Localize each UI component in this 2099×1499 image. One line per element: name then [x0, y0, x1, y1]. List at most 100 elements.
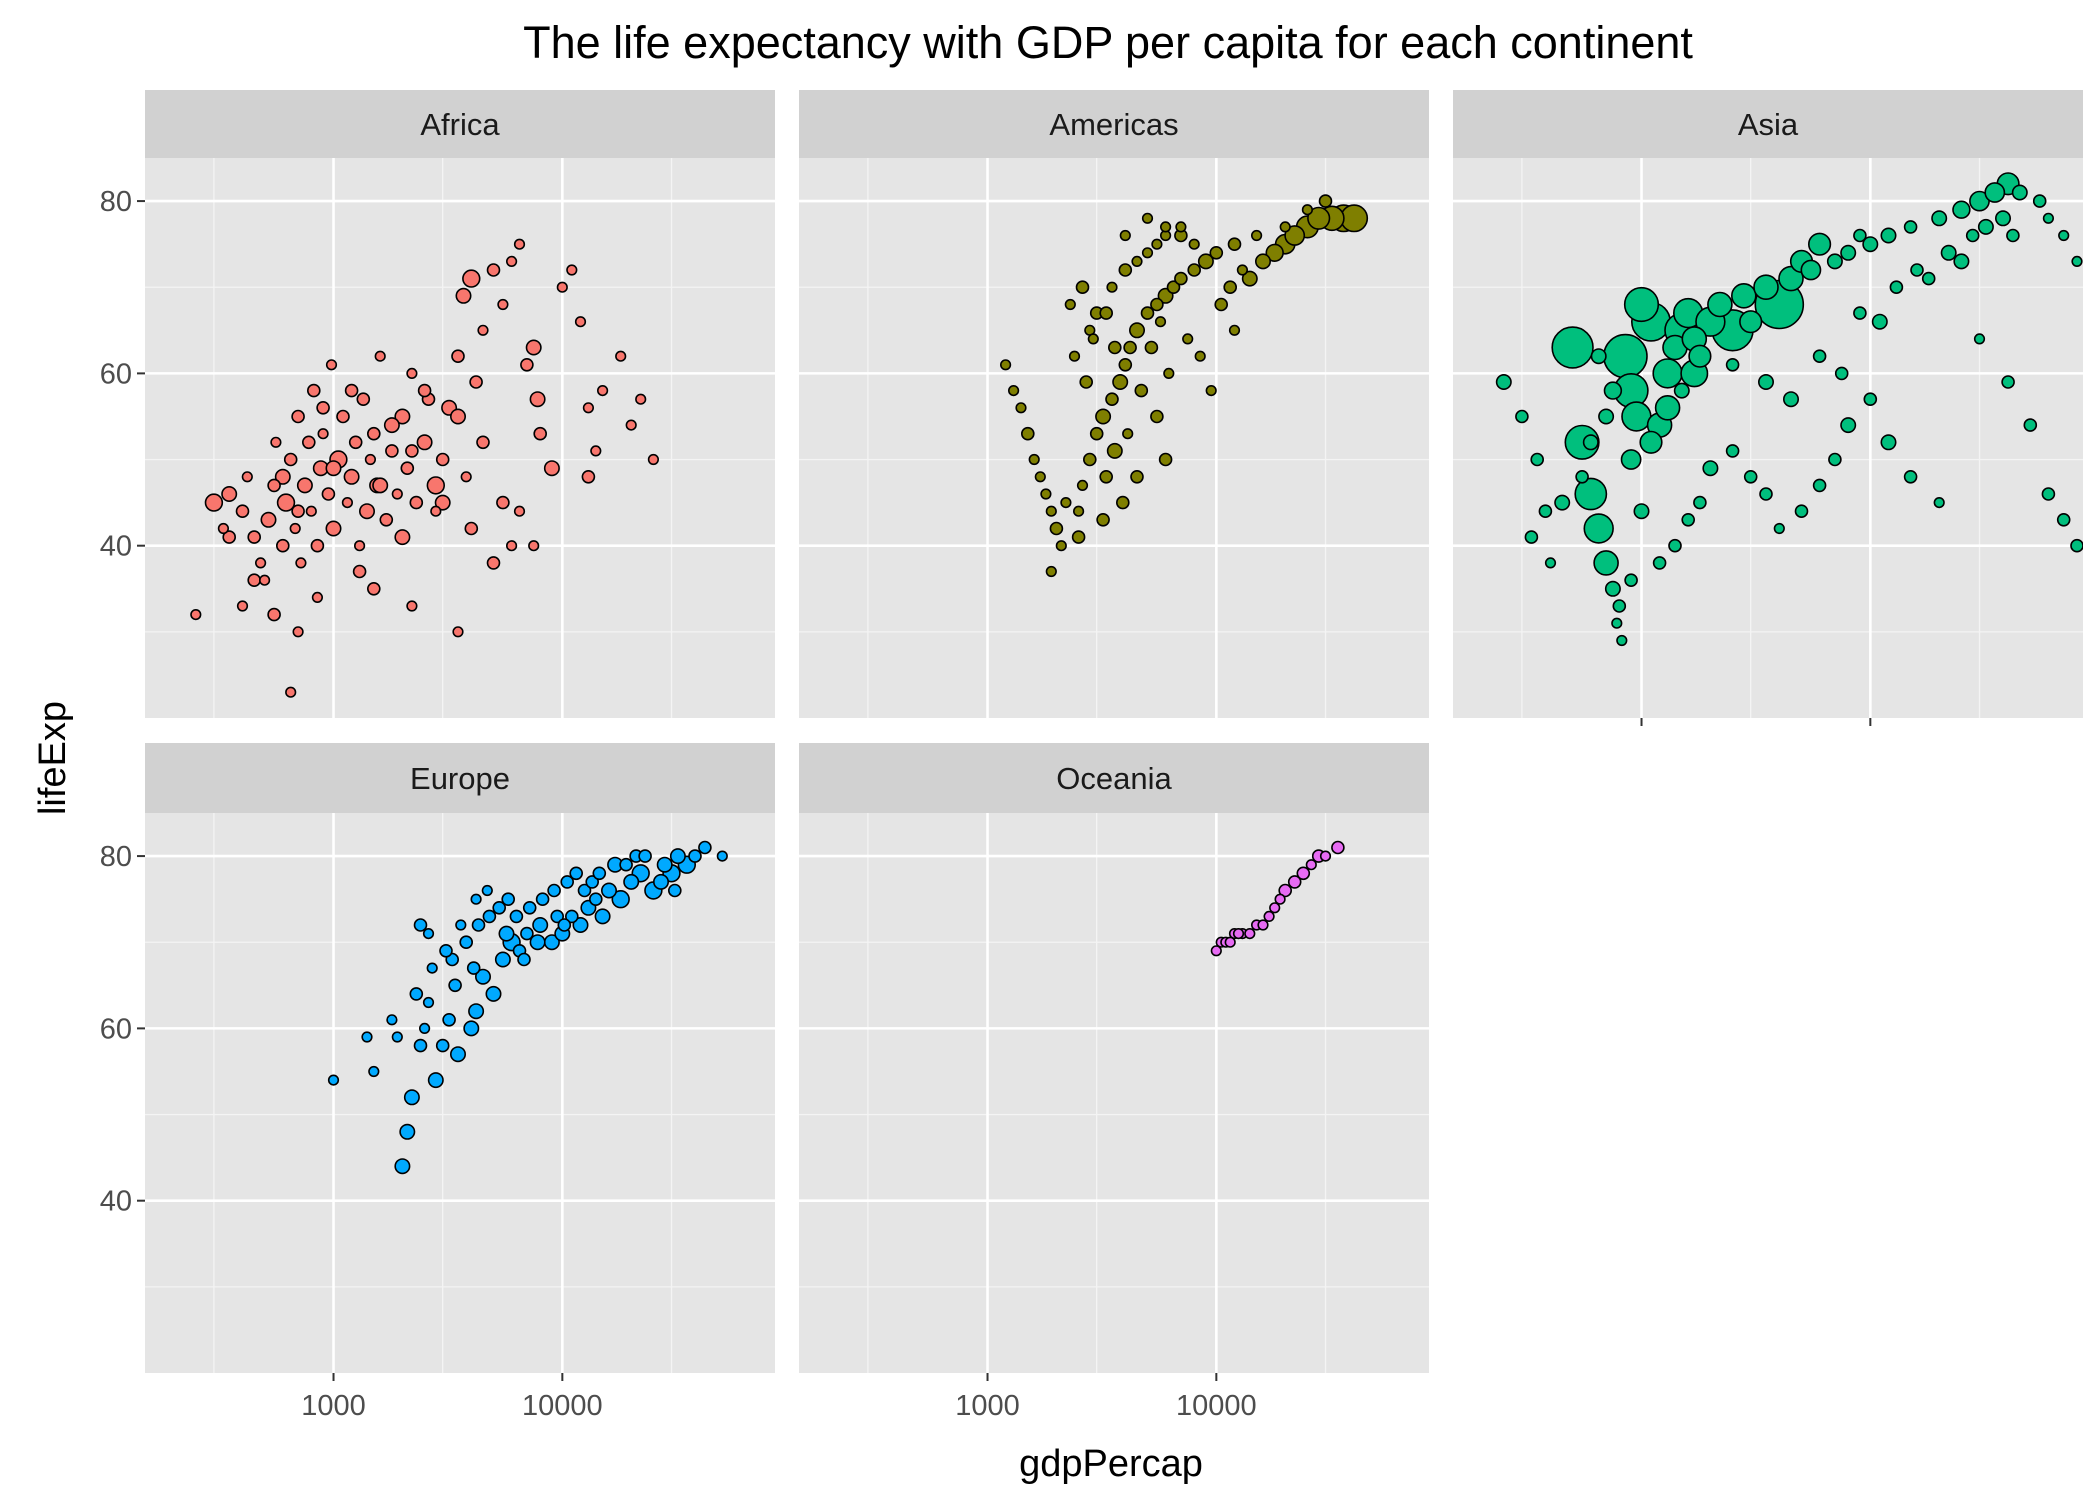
- data-point: [2011, 184, 2028, 201]
- data-point: [413, 918, 428, 932]
- data-point: [413, 1038, 428, 1053]
- data-point: [1274, 893, 1286, 905]
- data-point: [1910, 263, 1924, 277]
- data-point: [403, 1089, 420, 1106]
- data-point: [419, 1022, 431, 1035]
- facet-europe: Europe 40 60 80 1000 10000: [100, 743, 775, 1422]
- panel-background-oceania: [799, 813, 1429, 1373]
- data-point: [1681, 512, 1695, 527]
- chart-title: The life expectancy with GDP per capita …: [523, 17, 1693, 68]
- data-point: [688, 849, 702, 863]
- data-point: [1739, 310, 1763, 334]
- data-point: [574, 316, 587, 328]
- data-point: [301, 435, 316, 450]
- points-europe: [327, 840, 728, 1175]
- y-tick-label: 40: [100, 531, 132, 563]
- data-point: [311, 591, 324, 604]
- data-point: [1083, 452, 1097, 467]
- data-point: [1076, 479, 1089, 492]
- data-point: [455, 287, 472, 304]
- data-point: [1150, 297, 1164, 312]
- data-point: [1224, 936, 1236, 948]
- data-point: [1079, 375, 1093, 389]
- data-point: [255, 557, 267, 569]
- data-point: [497, 298, 509, 311]
- data-point: [430, 505, 442, 517]
- data-point: [247, 573, 261, 588]
- data-point: [625, 419, 637, 431]
- data-point: [1106, 442, 1123, 459]
- data-point: [217, 522, 229, 535]
- data-point: [564, 909, 579, 924]
- data-point: [1725, 357, 1740, 372]
- panel-background-europe: [145, 813, 775, 1373]
- data-point: [1279, 221, 1291, 233]
- data-point: [336, 409, 350, 424]
- data-point: [533, 426, 548, 441]
- data-point: [716, 850, 728, 862]
- data-point: [1158, 452, 1173, 467]
- data-point: [1151, 238, 1163, 250]
- data-point: [1287, 875, 1302, 889]
- data-point: [399, 1123, 416, 1140]
- data-point: [525, 339, 542, 356]
- data-point: [422, 927, 435, 940]
- data-point: [1187, 263, 1201, 277]
- data-point: [477, 324, 489, 336]
- data-point: [426, 476, 445, 495]
- data-point: [1530, 452, 1544, 467]
- data-point: [1604, 580, 1621, 597]
- data-point: [2001, 375, 2015, 389]
- data-point: [1034, 471, 1046, 483]
- data-point: [1575, 469, 1589, 484]
- data-point: [275, 538, 290, 553]
- data-point: [1301, 204, 1313, 216]
- data-point: [1194, 350, 1206, 362]
- data-point: [1603, 381, 1623, 400]
- data-point: [1862, 236, 1879, 253]
- facet-strip-label-americas: Americas: [1049, 107, 1178, 142]
- data-point: [236, 600, 249, 612]
- data-point: [386, 1014, 398, 1026]
- data-point: [391, 488, 403, 500]
- data-point: [321, 487, 336, 501]
- data-point: [585, 875, 600, 889]
- data-point: [1214, 297, 1228, 312]
- data-point: [498, 925, 515, 942]
- data-point: [1853, 306, 1867, 320]
- data-point: [449, 408, 466, 425]
- data-point: [615, 350, 627, 362]
- data-point: [1652, 358, 1683, 389]
- data-point: [543, 460, 560, 477]
- data-point: [513, 505, 526, 517]
- data-point: [1598, 408, 1615, 425]
- data-point: [1060, 497, 1072, 509]
- data-point: [1612, 599, 1627, 613]
- x-tick-label: 1000: [301, 1390, 366, 1422]
- data-point: [1668, 538, 1682, 553]
- data-point: [1800, 259, 1822, 281]
- data-point: [283, 452, 298, 467]
- data-point: [485, 985, 502, 1002]
- data-point: [1834, 366, 1849, 381]
- data-point: [341, 497, 354, 509]
- facet-asia: Asia: [1453, 90, 2083, 726]
- facet-strip-label-oceania: Oceania: [1056, 761, 1172, 796]
- data-point: [296, 477, 313, 494]
- data-point: [572, 916, 589, 933]
- data-point: [325, 359, 338, 371]
- data-point: [550, 909, 565, 924]
- data-point: [383, 417, 400, 434]
- data-point: [1255, 253, 1272, 270]
- facet-strip-europe: [145, 743, 775, 813]
- data-point: [1089, 426, 1104, 441]
- facet-strip-label-asia: Asia: [1738, 107, 1799, 142]
- data-point: [1952, 200, 1971, 219]
- data-point: [501, 892, 516, 907]
- data-point: [1116, 495, 1130, 510]
- data-point: [1826, 253, 1843, 270]
- data-point: [466, 961, 481, 975]
- data-point: [1232, 927, 1245, 940]
- data-point: [1538, 504, 1553, 519]
